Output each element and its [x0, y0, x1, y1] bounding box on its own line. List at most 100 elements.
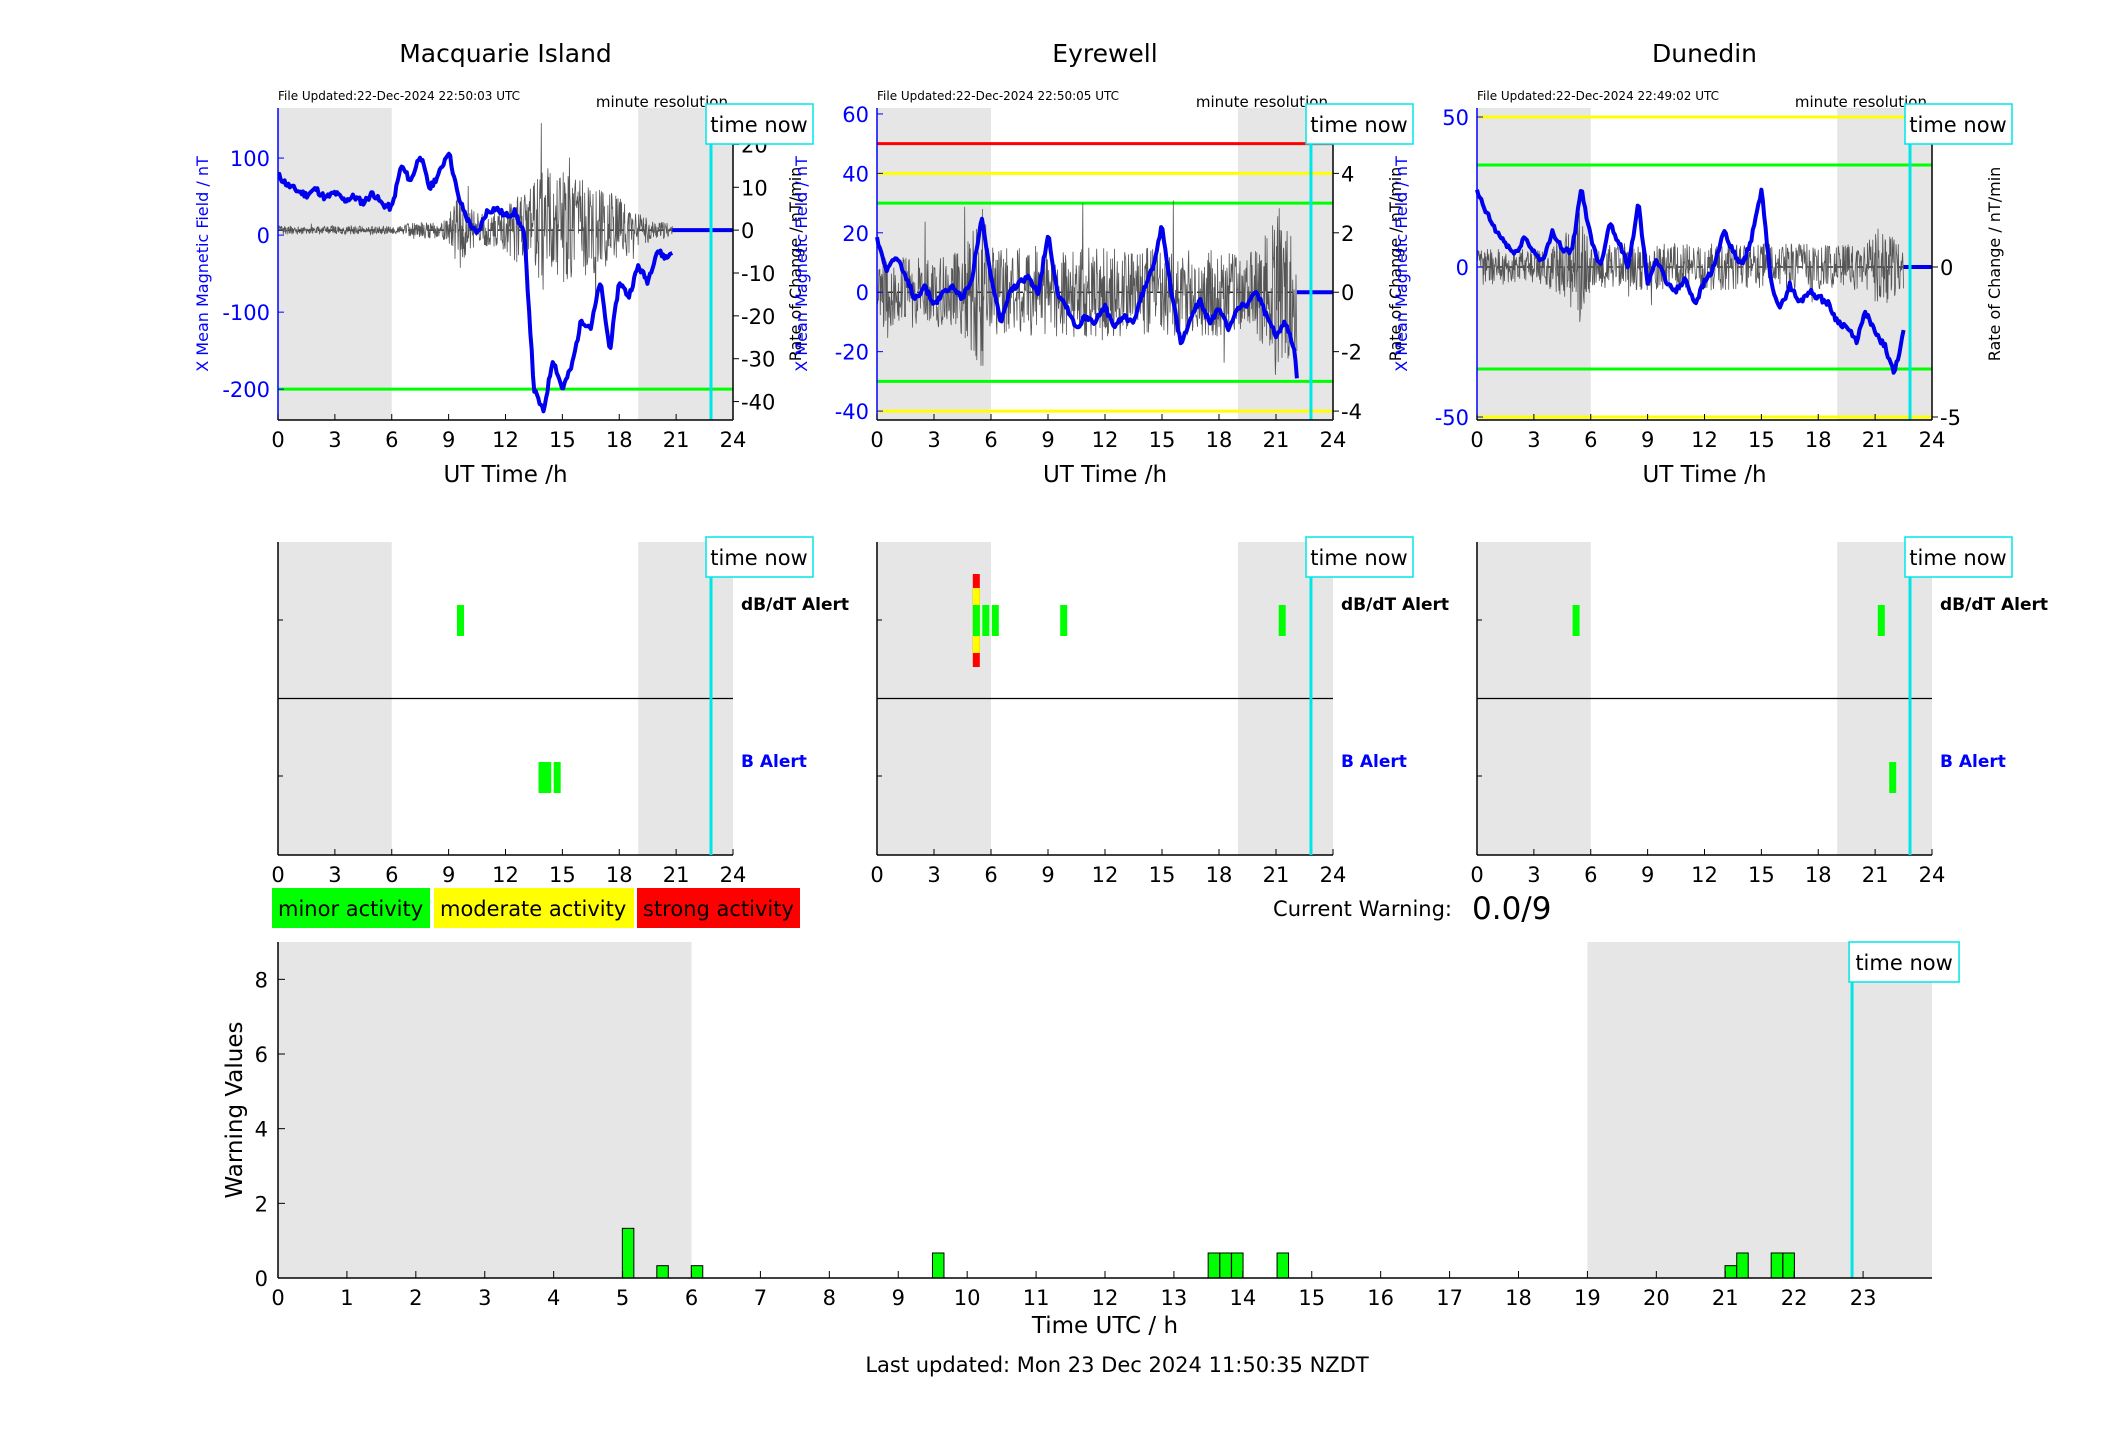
x-tick-label: 23	[1850, 1286, 1877, 1310]
x-tick-label: 21	[1712, 1286, 1739, 1310]
x-tick-label: 24	[1320, 428, 1347, 452]
alert-panel-1: 0 3 6 9 12 15 18 21 24 time now dB/dT Alert B Alert	[271, 536, 849, 887]
x-tick-label: 0	[1470, 428, 1483, 452]
x-tick-label: 15	[1298, 1286, 1325, 1310]
warning-bar	[1231, 1252, 1244, 1279]
x-tick-label: 21	[1263, 428, 1290, 452]
y-left-label: X Mean Magnetic Field / nT	[1392, 156, 1411, 372]
time-now-box	[1848, 941, 1960, 983]
x-tick-label: 15	[1748, 428, 1775, 452]
x-tick-label: 15	[549, 863, 576, 887]
x-tick-label: 18	[1206, 863, 1233, 887]
x-tick-label: 0	[271, 863, 284, 887]
x-tick-label: 9	[1041, 863, 1054, 887]
rate-of-change-trace	[876, 200, 1298, 375]
x-tick-label: 9	[1641, 428, 1654, 452]
x-axis-label: UT Time /h	[1043, 462, 1167, 488]
dbdt-alert-bar	[1060, 605, 1068, 636]
x-tick-label: 24	[720, 863, 747, 887]
x-tick-label: 18	[1505, 1286, 1532, 1310]
x-tick-label: 0	[870, 863, 883, 887]
minor-legend-swatch	[272, 888, 430, 928]
y-tick-label: 8	[255, 968, 268, 992]
y-tick-label: 2	[255, 1192, 268, 1216]
x-tick-label: 13	[1161, 1286, 1188, 1310]
field-trace	[875, 216, 1299, 379]
x-tick-label: 6	[984, 863, 997, 887]
field-panels: Macquarie Island1000-100-20020100-10-20-…	[193, 39, 2013, 488]
y-tick-label: 0	[255, 1267, 268, 1291]
x-tick-label: 12	[1092, 1286, 1119, 1310]
x-tick-label: 21	[1862, 863, 1889, 887]
x-tick-label: 9	[442, 428, 455, 452]
x-tick-label: 19	[1574, 1286, 1601, 1310]
x-tick-label: 15	[549, 428, 576, 452]
rate-of-change-trace	[1476, 212, 1904, 322]
warning-bar	[690, 1265, 704, 1279]
b-alert-bar	[544, 762, 552, 793]
x-tick-label: 3	[328, 863, 341, 887]
last-updated-text: Last updated: Mon 23 Dec 2024 11:50:35 N…	[865, 1353, 1369, 1377]
x-tick-label: 0	[870, 428, 883, 452]
moderate-legend-swatch	[434, 888, 634, 928]
x-tick-label: 3	[1527, 428, 1540, 452]
x-tick-label: 9	[1641, 863, 1654, 887]
y-axis-label: Warning Values	[222, 1021, 248, 1198]
time-now-label: time now	[1909, 113, 2006, 137]
strong-legend-swatch	[637, 888, 800, 928]
field-panel-2: Eyrewell6040200-20-406420-2-403691215182…	[792, 39, 1414, 488]
x-tick-label: 10	[954, 1286, 981, 1310]
left-tick-label: -200	[222, 378, 270, 402]
right-tick-label: -4	[1341, 400, 1362, 424]
x-tick-label: 12	[1691, 863, 1718, 887]
warning-bar	[1724, 1265, 1738, 1279]
y-left-label: X Mean Magnetic Field / nT	[193, 156, 212, 372]
left-tick-label: 0	[856, 281, 869, 305]
x-tick-label: 11	[1023, 1286, 1050, 1310]
night-shading	[1587, 942, 1932, 1278]
x-tick-label: 1	[340, 1286, 353, 1310]
x-tick-label: 9	[1041, 428, 1054, 452]
x-tick-label: 0	[271, 428, 284, 452]
x-tick-label: 8	[823, 1286, 836, 1310]
time-now-box	[705, 536, 814, 578]
dbdt-alert-bar	[457, 605, 464, 636]
warning-bar	[1782, 1252, 1795, 1279]
resolution-text: minute resolution	[596, 93, 728, 111]
minor-legend-label: minor activity	[278, 897, 423, 921]
x-tick-label: 3	[927, 428, 940, 452]
left-tick-label: -40	[835, 400, 869, 424]
panel-title: Dunedin	[1652, 39, 1757, 68]
y-left-label: X Mean Magnetic Field / nT	[792, 156, 811, 372]
x-tick-label: 18	[1805, 863, 1832, 887]
b-alert-bar	[538, 762, 546, 793]
left-tick-label: -100	[222, 301, 270, 325]
x-tick-label: 3	[478, 1286, 491, 1310]
time-now-label: time now	[1310, 113, 1407, 137]
night-shading	[278, 108, 392, 420]
dbdt-alert-label: dB/dT Alert	[1940, 595, 2048, 615]
x-tick-label: 9	[892, 1286, 905, 1310]
time-now-box	[1305, 536, 1414, 578]
file-updated-text: File Updated:22-Dec-2024 22:50:03 UTC	[278, 89, 520, 103]
x-tick-label: 5	[616, 1286, 629, 1310]
resolution-text: minute resolution	[1196, 93, 1328, 111]
x-tick-label: 18	[606, 863, 633, 887]
x-tick-label: 17	[1436, 1286, 1463, 1310]
time-now-box	[705, 103, 814, 145]
b-alert-bar	[1889, 762, 1897, 793]
x-tick-label: 21	[663, 428, 690, 452]
time-now-label: time now	[1909, 546, 2006, 570]
warning-bar	[931, 1252, 945, 1279]
activity-legend: minor activity moderate activity strong ac…	[272, 888, 800, 928]
night-shading	[877, 108, 991, 420]
night-shading	[278, 942, 692, 1278]
left-tick-label: -50	[1435, 406, 1469, 430]
x-tick-label: 6	[1584, 863, 1597, 887]
left-tick-label: 0	[257, 224, 270, 248]
y-right-label: Rate of Change / nT/min	[786, 167, 805, 362]
right-tick-label: -2	[1341, 341, 1362, 365]
